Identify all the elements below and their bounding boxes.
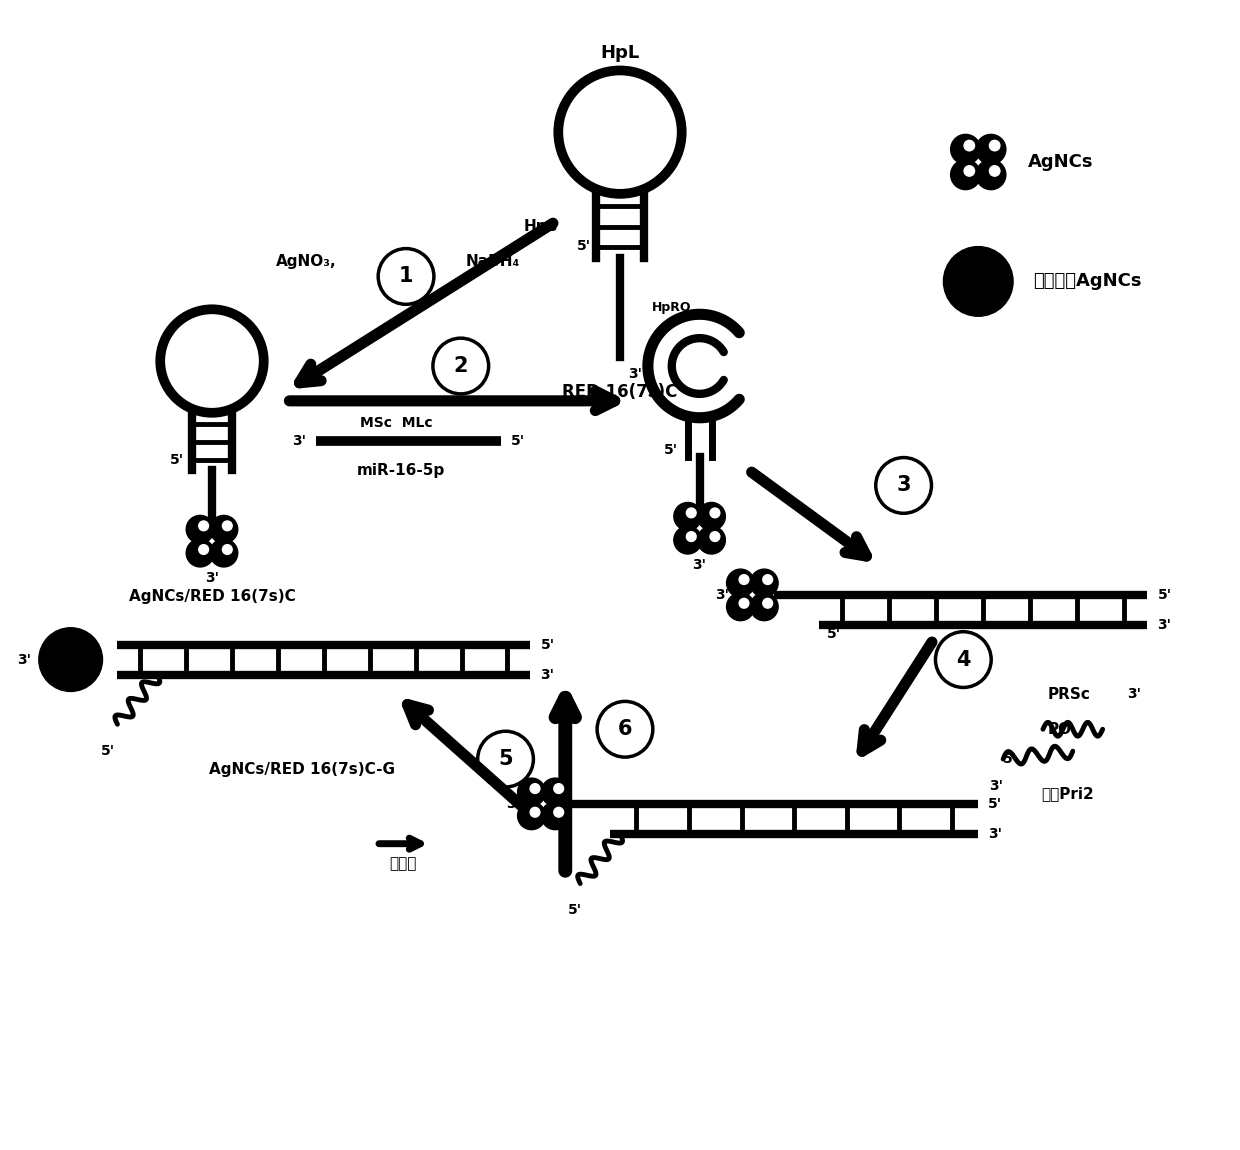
Text: 4: 4 [956,650,971,669]
Text: 5': 5' [577,238,591,253]
Text: 3: 3 [897,475,911,496]
Circle shape [517,802,546,829]
Circle shape [542,779,569,806]
Circle shape [222,545,232,554]
Circle shape [517,779,546,806]
Text: miR-16-5p: miR-16-5p [357,463,445,478]
Circle shape [210,515,238,543]
Text: 5': 5' [100,744,114,758]
Text: MSc  MLc: MSc MLc [360,416,433,430]
Text: AgNO₃,: AgNO₃, [275,254,336,269]
Circle shape [531,807,539,818]
Circle shape [944,246,1013,316]
Text: 3': 3' [293,434,306,447]
Text: 3': 3' [693,558,707,572]
Circle shape [727,569,754,597]
Text: AgNCs: AgNCs [1028,153,1094,171]
Text: 3': 3' [205,572,219,585]
Circle shape [38,628,103,691]
Text: 3': 3' [541,667,554,682]
Text: 5': 5' [568,904,583,918]
Circle shape [198,521,208,530]
Text: HpL: HpL [600,44,640,62]
Text: 3': 3' [990,779,1003,794]
Text: 3': 3' [988,827,1002,841]
Circle shape [210,539,238,567]
Text: AgNCs/RED 16(7s)C-G: AgNCs/RED 16(7s)C-G [208,761,394,776]
Circle shape [739,575,749,584]
Circle shape [542,802,569,829]
Circle shape [951,135,981,164]
Circle shape [750,569,779,597]
Circle shape [186,515,215,543]
Circle shape [763,598,773,608]
Circle shape [711,531,719,542]
Circle shape [963,140,975,151]
Text: PO: PO [1048,722,1073,737]
Text: 5': 5' [663,443,678,457]
Text: NaBH₄: NaBH₄ [466,254,520,269]
Circle shape [198,545,208,554]
Text: 5': 5' [170,453,184,467]
Text: 5': 5' [541,637,554,652]
Circle shape [750,592,779,621]
Text: 5: 5 [498,749,513,769]
Text: 3': 3' [1127,688,1142,702]
Circle shape [698,503,725,530]
Circle shape [739,598,749,608]
Text: 3': 3' [506,797,521,811]
Circle shape [990,140,999,151]
Circle shape [186,539,215,567]
Text: 5': 5' [1157,588,1172,601]
Circle shape [963,166,975,176]
Text: HpS: HpS [523,220,558,235]
Text: 1: 1 [399,267,413,286]
Text: 6: 6 [618,719,632,739]
Text: 5': 5' [1003,752,1017,766]
Circle shape [554,807,563,818]
Text: 3': 3' [627,367,642,381]
Circle shape [976,135,1006,164]
Text: 3': 3' [1157,618,1172,631]
Text: 5': 5' [511,434,525,447]
Circle shape [554,783,563,794]
Circle shape [687,531,696,542]
Text: 2: 2 [454,356,467,376]
Text: 红色荧光AgNCs: 红色荧光AgNCs [1033,273,1142,291]
Text: PRSc: PRSc [1048,687,1091,702]
Circle shape [531,783,539,794]
Circle shape [990,166,999,176]
Text: HpRO: HpRO [652,301,692,314]
Text: 聚合酶: 聚合酶 [389,856,417,871]
Circle shape [673,527,702,554]
Text: 5': 5' [988,797,1002,811]
Circle shape [687,508,696,518]
Circle shape [976,160,1006,190]
Text: 3': 3' [715,588,729,601]
Text: AgNCs/RED 16(7s)C: AgNCs/RED 16(7s)C [129,590,295,605]
Circle shape [673,503,702,530]
Circle shape [951,160,981,190]
Circle shape [711,508,719,518]
Circle shape [727,592,754,621]
Text: RED 16(7s)C: RED 16(7s)C [562,383,678,401]
Circle shape [763,575,773,584]
Text: 3': 3' [17,652,31,667]
Circle shape [698,527,725,554]
Circle shape [222,521,232,530]
Text: 引物Pri2: 引物Pri2 [1042,787,1094,802]
Text: 5': 5' [827,627,841,641]
